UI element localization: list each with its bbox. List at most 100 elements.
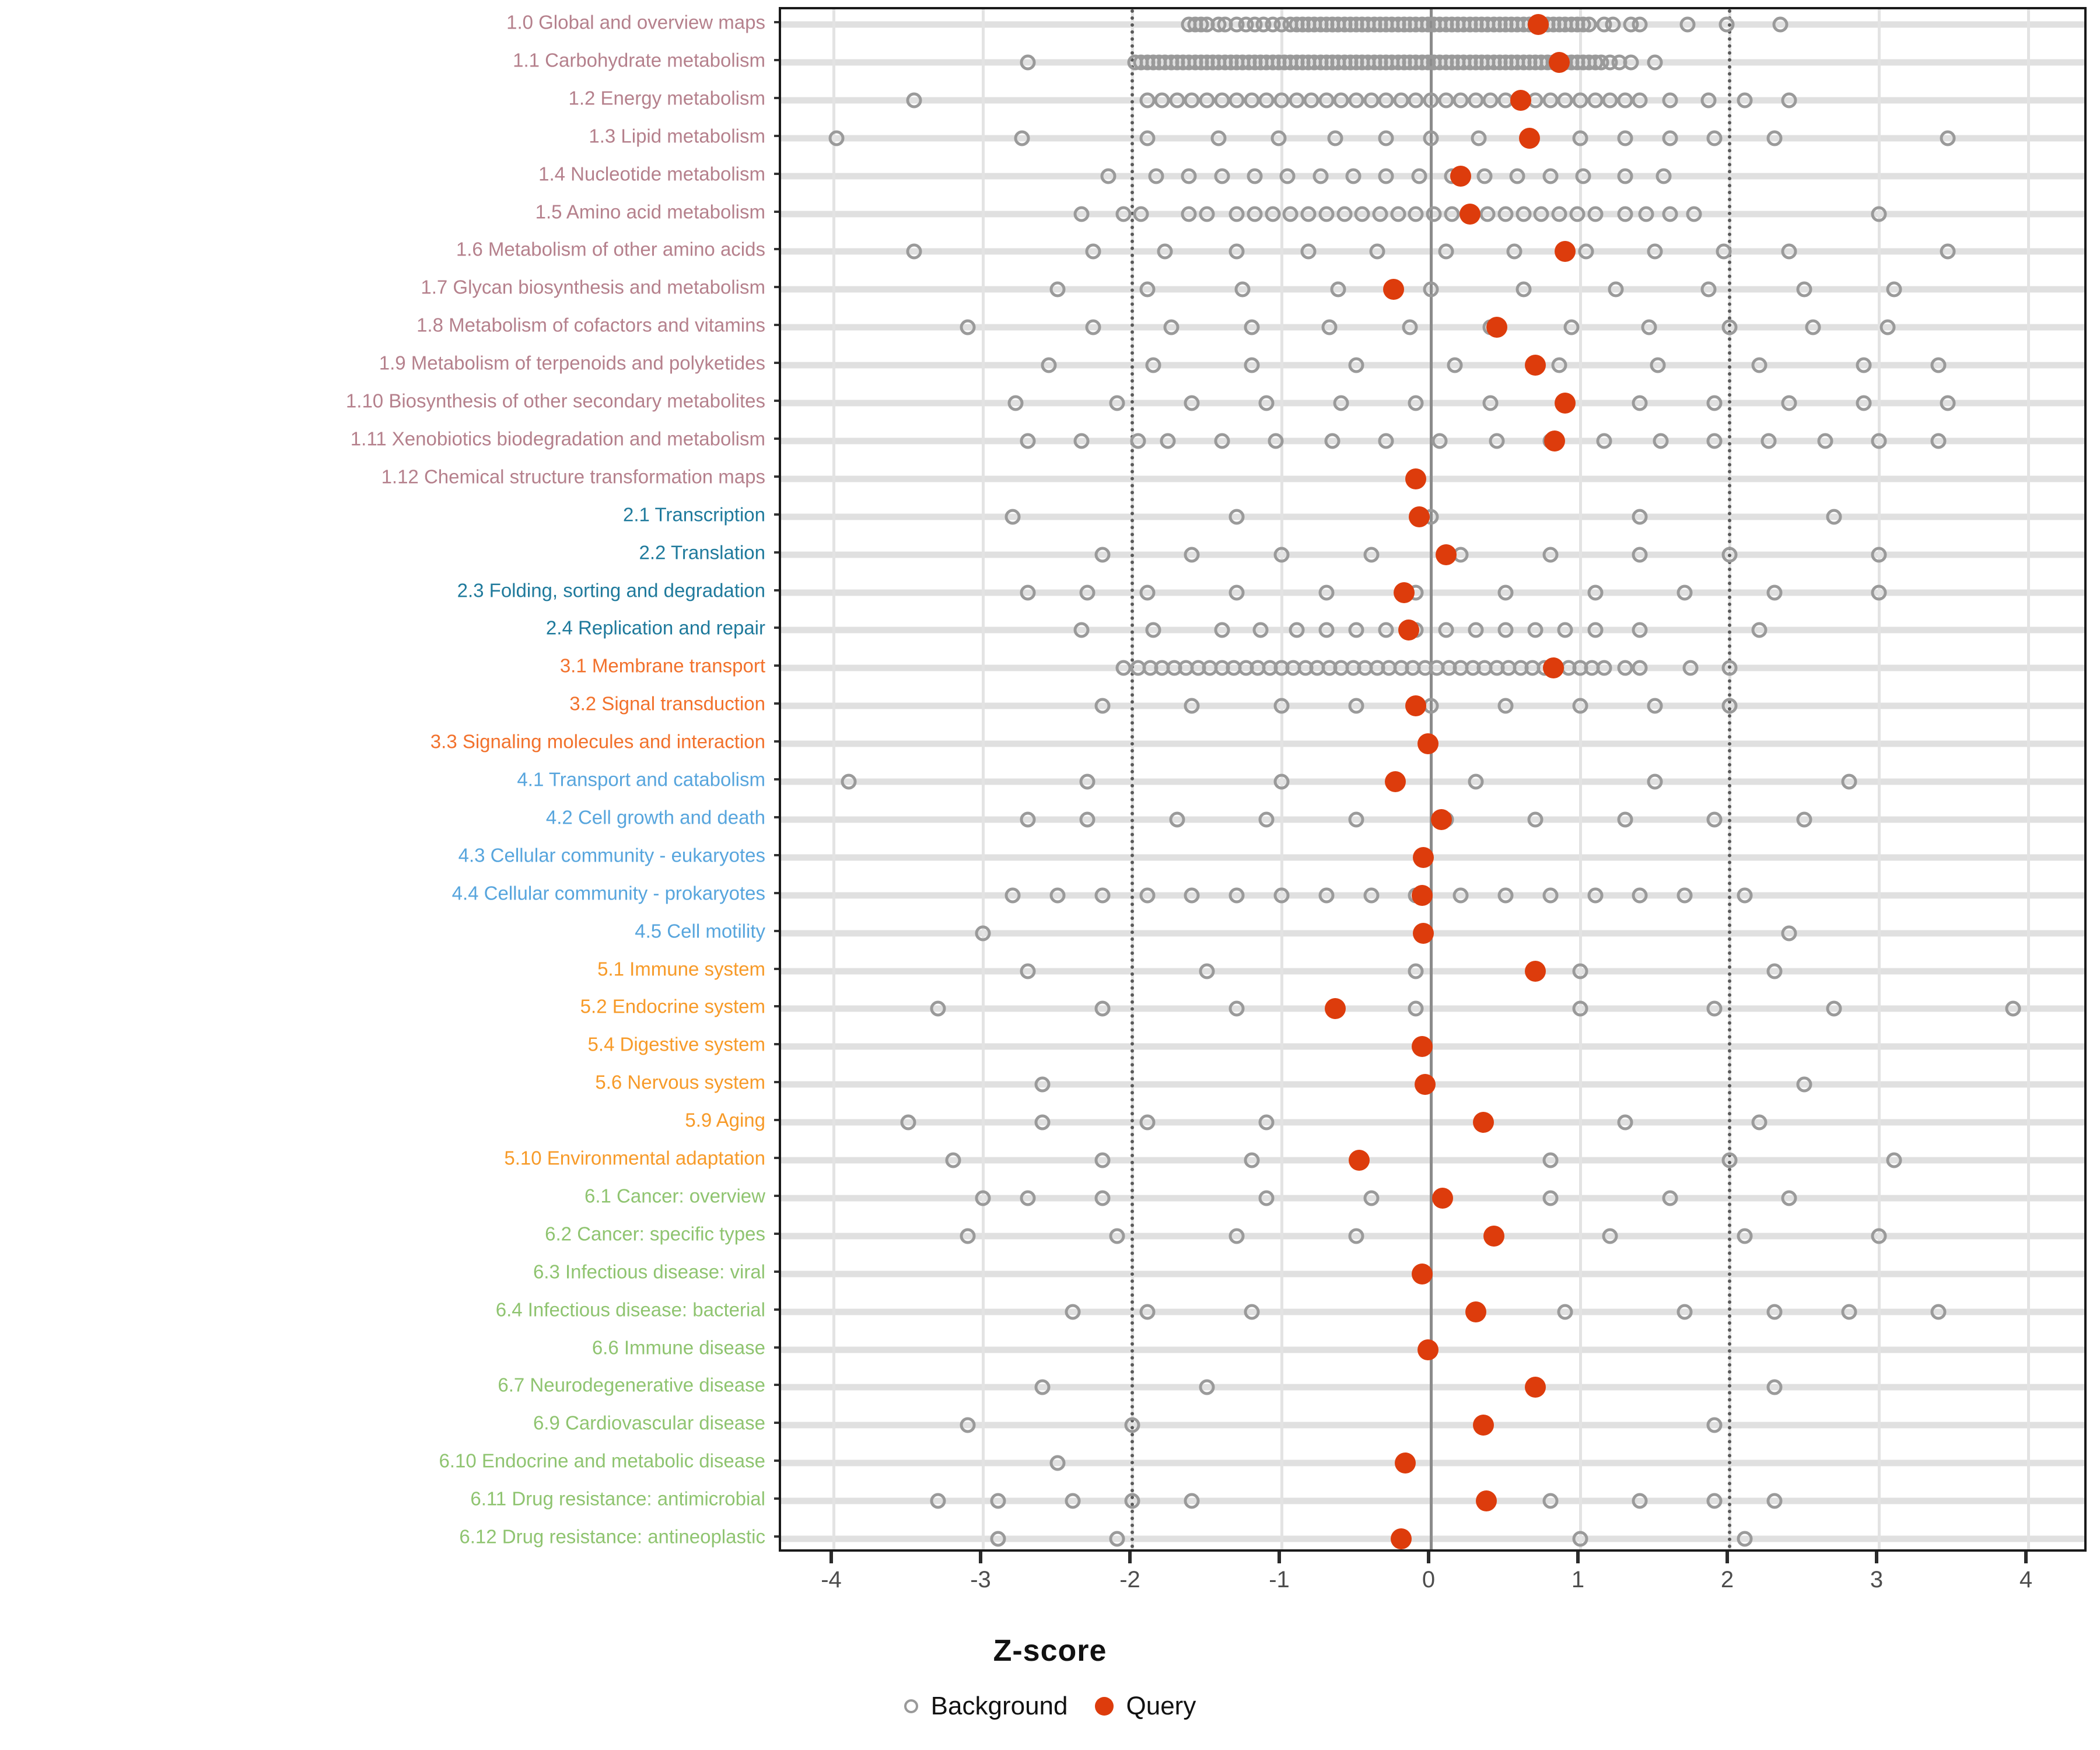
query-point <box>1486 317 1507 338</box>
background-point <box>1423 281 1439 298</box>
background-point <box>1139 281 1156 298</box>
background-point <box>960 1417 976 1433</box>
background-point <box>1130 433 1146 449</box>
background-point <box>1737 92 1753 108</box>
background-point <box>1184 1493 1200 1509</box>
background-point <box>1348 622 1364 638</box>
query-point <box>1528 14 1549 35</box>
background-point <box>1282 206 1298 222</box>
background-point <box>1940 130 1956 146</box>
background-point <box>1139 1114 1156 1130</box>
background-point <box>1482 92 1499 108</box>
background-point <box>1721 660 1738 676</box>
background-point <box>1468 622 1484 638</box>
x-axis: -4 -3 -2 -1 0 1 2 3 4 <box>779 1552 2087 1622</box>
background-point <box>1638 206 1654 222</box>
background-point <box>1327 130 1343 146</box>
background-point <box>1049 1455 1066 1471</box>
background-point <box>1228 1228 1245 1244</box>
background-point <box>1005 887 1021 904</box>
background-point <box>1300 206 1317 222</box>
y-axis-label: 1.5 Amino acid metabolism <box>535 201 765 222</box>
background-point <box>960 1228 976 1244</box>
background-point <box>1020 433 1036 449</box>
row-band <box>781 1497 2084 1504</box>
gridline-x-3 <box>1878 9 1881 1549</box>
background-point <box>1363 887 1380 904</box>
background-point <box>1653 433 1669 449</box>
y-axis-tick <box>774 589 781 592</box>
background-point <box>1497 698 1514 714</box>
background-point <box>1856 395 1872 411</box>
y-axis-tick <box>774 1157 781 1159</box>
background-point <box>1542 547 1559 563</box>
background-point <box>1234 281 1251 298</box>
y-axis-label: 6.7 Neurodegenerative disease <box>498 1374 765 1396</box>
background-point <box>1348 92 1364 108</box>
background-point <box>1632 887 1648 904</box>
row-band <box>781 362 2084 369</box>
background-point <box>1007 395 1024 411</box>
y-axis-tick <box>774 740 781 743</box>
background-point <box>1247 206 1263 222</box>
background-point <box>1372 206 1388 222</box>
background-point <box>1199 92 1215 108</box>
background-point <box>1527 622 1544 638</box>
background-point <box>906 243 922 260</box>
query-point <box>1544 430 1566 452</box>
background-point <box>1447 357 1463 373</box>
background-point <box>1617 811 1633 828</box>
y-axis-tick <box>774 286 781 289</box>
y-axis-tick <box>774 1043 781 1046</box>
background-point <box>1148 168 1164 184</box>
query-point <box>1518 127 1540 149</box>
background-point <box>1662 92 1678 108</box>
background-point <box>1094 1152 1111 1168</box>
background-point <box>1154 92 1170 108</box>
background-point <box>1871 206 1887 222</box>
query-point <box>1413 846 1434 868</box>
background-point <box>1065 1304 1081 1320</box>
background-point <box>1930 357 1947 373</box>
background-point <box>1527 811 1544 828</box>
background-point <box>1139 887 1156 904</box>
background-point <box>900 1114 916 1130</box>
background-point <box>1289 622 1305 638</box>
background-point <box>1766 963 1783 979</box>
y-axis-label: 6.10 Endocrine and metabolic disease <box>439 1450 765 1472</box>
row-band <box>781 1233 2084 1240</box>
background-point <box>1318 92 1335 108</box>
background-point <box>1587 584 1604 600</box>
query-point <box>1417 733 1438 755</box>
background-point <box>1214 92 1230 108</box>
background-point <box>1268 433 1284 449</box>
x-axis-tick-label: -4 <box>821 1567 842 1592</box>
background-point <box>1085 319 1101 335</box>
background-point <box>1497 584 1514 600</box>
gridline-x-4 <box>2027 9 2030 1549</box>
background-point <box>1551 357 1567 373</box>
background-point <box>930 1493 946 1509</box>
y-axis-tick <box>774 1005 781 1008</box>
background-point <box>1841 1304 1857 1320</box>
background-point <box>1497 622 1514 638</box>
background-point <box>1348 357 1364 373</box>
query-point <box>1325 998 1346 1020</box>
background-point <box>1378 92 1394 108</box>
y-axis-label: 4.3 Cellular community - eukaryotes <box>458 844 765 866</box>
y-axis-tick <box>774 362 781 365</box>
background-point <box>1258 1114 1275 1130</box>
query-point <box>1411 1036 1433 1058</box>
background-point <box>1041 357 1057 373</box>
background-point <box>1408 395 1424 411</box>
query-point <box>1384 771 1406 792</box>
query-point <box>1450 165 1472 187</box>
y-axis-label: 1.11 Xenobiotics biodegradation and meta… <box>350 428 765 450</box>
background-point <box>1737 1228 1753 1244</box>
background-point <box>1551 206 1567 222</box>
background-point <box>1273 92 1290 108</box>
background-point <box>1572 698 1588 714</box>
query-point <box>1472 1112 1494 1133</box>
background-point <box>1408 963 1424 979</box>
legend-label-background: Background <box>930 1692 1068 1720</box>
